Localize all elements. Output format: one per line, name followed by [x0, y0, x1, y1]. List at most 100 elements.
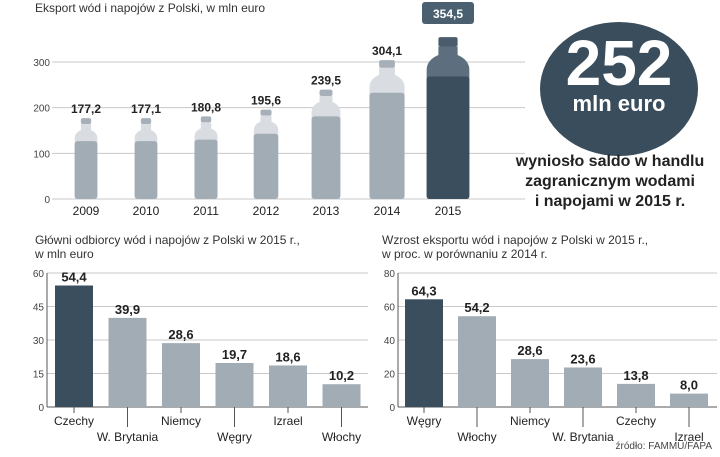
x-category-label: Izrael — [674, 430, 703, 444]
bar-value-label: 28,6 — [168, 327, 193, 342]
top-bottle-chart: 0 100 200 300 177,2 2009 177,1 2010 180,8 2011 195… — [33, 2, 525, 218]
bar — [108, 317, 147, 407]
top-x-label: 2009 — [73, 204, 100, 218]
top-value-label: 304,1 — [372, 44, 402, 58]
left-chart-subtitle: w mln euro — [35, 247, 94, 261]
x-category-label: Czechy — [54, 414, 94, 428]
y-tick-label: 30 — [33, 336, 45, 347]
bottle-cap — [80, 118, 92, 125]
bottle-body — [74, 141, 98, 199]
y-tick-label: 60 — [33, 269, 45, 280]
top-y-tick: 0 — [44, 195, 50, 206]
top-chart-title: Eksport wód i napojów z Polski, w mln eu… — [35, 1, 266, 15]
bottle-body — [311, 116, 341, 199]
x-category-label: W. Brytania — [97, 430, 159, 444]
bottle — [134, 118, 158, 199]
bottle-body — [134, 141, 158, 199]
highlight-text-line-2: zagranicznym wodami — [525, 173, 695, 190]
bar — [511, 359, 549, 407]
x-category-label: Węgry — [217, 430, 252, 444]
bar-value-label: 54,2 — [464, 300, 489, 315]
bar — [162, 343, 200, 407]
bottle-body — [426, 76, 470, 199]
top-x-label: 2013 — [313, 204, 340, 218]
bottle — [253, 109, 279, 199]
bottle-cap — [379, 60, 395, 68]
bar — [55, 285, 93, 407]
bottle-cap — [200, 116, 212, 123]
top-value-label: 354,5 — [433, 7, 463, 21]
bar — [215, 363, 254, 407]
y-tick-label: 45 — [33, 303, 45, 314]
top-x-label: 2012 — [253, 204, 280, 218]
top-x-label: 2011 — [193, 204, 219, 218]
bar-value-label: 18,6 — [275, 349, 300, 364]
bottle — [74, 118, 98, 199]
highlight-text-line-1: wyniosło saldo w handlu — [515, 153, 705, 170]
x-category-label: Czechy — [616, 414, 656, 428]
y-tick-label: 15 — [33, 370, 45, 381]
top-x-label: 2010 — [133, 204, 160, 218]
bar-value-label: 19,7 — [222, 347, 247, 362]
top-value-label: 239,5 — [311, 74, 341, 88]
bar — [322, 384, 361, 407]
highlight-text-line-3: i napojami w 2015 r. — [534, 193, 686, 210]
bottle-cap — [140, 118, 152, 125]
highlight-unit: mln euro — [572, 91, 666, 116]
top-value-label-box — [422, 2, 474, 24]
bottle — [311, 89, 341, 199]
x-category-label: Niemcy — [161, 414, 201, 428]
bottle — [194, 116, 218, 199]
top-y-tick: 100 — [33, 149, 50, 160]
top-value-label: 177,2 — [71, 102, 101, 116]
bottle — [426, 37, 470, 200]
bar-value-label: 13,8 — [623, 368, 648, 383]
bottle — [369, 60, 405, 199]
bar — [269, 365, 307, 407]
y-tick-label: 20 — [384, 370, 396, 381]
bottle-body — [194, 139, 218, 199]
highlight-text: wyniosło saldo w handlu zagranicznym wod… — [505, 152, 715, 212]
x-category-label: Włochy — [457, 430, 496, 444]
top-y-tick: 200 — [33, 104, 50, 115]
y-tick-label: 0 — [389, 403, 395, 414]
bottle-body — [253, 133, 279, 199]
top-value-label: 180,8 — [191, 100, 221, 114]
y-tick-label: 60 — [384, 303, 396, 314]
bottle-cap — [319, 89, 333, 96]
x-category-label: Węgry — [407, 414, 442, 428]
bar-value-label: 10,2 — [329, 368, 354, 383]
x-category-label: Włochy — [322, 430, 361, 444]
top-value-label: 177,1 — [131, 102, 161, 116]
bar — [564, 367, 602, 407]
bar — [670, 393, 708, 407]
bar — [405, 299, 443, 407]
highlight-circle — [540, 22, 698, 156]
right-chart-subtitle: w proc. w porównaniu z 2014 r. — [382, 247, 548, 261]
source-note: źródło: FAMMU/FAPA — [615, 441, 712, 452]
top-x-label: 2015 — [435, 204, 462, 218]
highlight-number: 252 — [565, 27, 673, 99]
right-bar-chart: 0 20 40 60 80 64,3 Węgry 54,2 Włochy 28,6 Niemcy 23… — [384, 269, 717, 444]
left-chart-title: Główni odbiorcy wód i napojów z Polski w… — [35, 233, 300, 247]
bar-value-label: 23,6 — [570, 351, 595, 366]
top-value-label: 195,6 — [251, 94, 281, 108]
top-y-tick: 300 — [33, 58, 50, 69]
bar-value-label: 28,6 — [517, 343, 542, 358]
x-category-label: W. Brytania — [552, 430, 614, 444]
bar-value-label: 54,4 — [61, 270, 87, 285]
bar-value-label: 8,0 — [680, 378, 698, 393]
bottle-cap — [438, 37, 458, 47]
bar-value-label: 39,9 — [115, 302, 140, 317]
y-tick-label: 80 — [384, 269, 396, 280]
bar — [617, 383, 655, 407]
bottle-body — [369, 92, 405, 199]
x-category-label: Izrael — [273, 414, 302, 428]
bar-value-label: 64,3 — [411, 283, 436, 298]
bottle-cap — [260, 109, 272, 116]
right-chart-title: Wzrost eksportu wód i napojów z Polski w… — [382, 233, 649, 247]
y-tick-label: 40 — [384, 336, 396, 347]
left-bar-chart: 0 15 30 45 60 54,4 Czechy 39,9 W. Brytania 28,6 Ni… — [33, 269, 368, 444]
top-x-label: 2014 — [374, 204, 401, 218]
bar — [458, 316, 496, 407]
